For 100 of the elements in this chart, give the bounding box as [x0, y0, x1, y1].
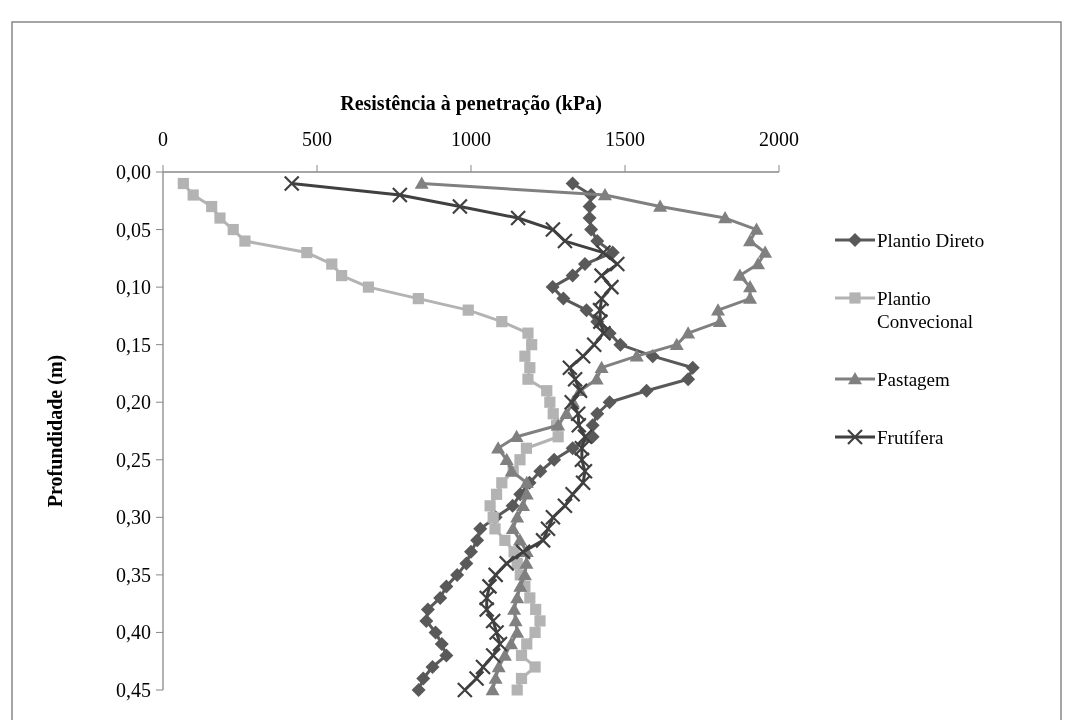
point — [510, 590, 525, 604]
x-tick-label: 1000 — [451, 128, 491, 150]
point — [391, 186, 408, 204]
point — [591, 302, 609, 319]
point — [519, 350, 531, 362]
y-tick-label: 0,15 — [116, 333, 151, 356]
point — [490, 488, 503, 500]
point — [561, 359, 578, 376]
point — [522, 373, 534, 385]
point — [712, 314, 727, 327]
point — [416, 671, 431, 686]
point — [464, 544, 478, 559]
point — [485, 683, 500, 696]
point — [514, 454, 526, 466]
y-tick-label: 0,30 — [116, 506, 151, 529]
point — [613, 337, 628, 352]
point — [592, 313, 609, 330]
legend-label: Plantio Convecional — [877, 287, 974, 332]
point — [504, 636, 519, 650]
point — [565, 268, 580, 283]
point — [541, 385, 553, 397]
point — [586, 336, 603, 353]
point — [326, 258, 338, 270]
y-tick-label: 0,45 — [116, 679, 151, 701]
point — [505, 498, 520, 513]
legend-label: Frutífera — [877, 426, 945, 448]
point — [584, 222, 599, 237]
point — [484, 500, 496, 512]
point — [547, 408, 559, 420]
point — [451, 198, 469, 215]
point — [573, 440, 590, 457]
y-tick-label: 0,20 — [116, 391, 151, 414]
point — [711, 303, 726, 316]
point — [478, 601, 495, 618]
point — [459, 556, 474, 571]
x-tick-label: 2000 — [759, 128, 799, 150]
point — [512, 533, 527, 546]
point — [589, 372, 604, 385]
point — [521, 638, 533, 650]
y-tick-label: 0,25 — [116, 448, 151, 471]
point — [595, 244, 612, 261]
point — [758, 245, 773, 258]
point — [515, 672, 528, 685]
point — [425, 659, 440, 674]
point — [488, 624, 505, 641]
point — [433, 590, 448, 605]
point — [206, 200, 218, 213]
point — [462, 304, 474, 316]
point — [576, 463, 594, 480]
point — [564, 486, 581, 503]
point — [545, 280, 560, 295]
point — [524, 592, 536, 604]
point — [227, 223, 239, 236]
point — [544, 221, 562, 238]
point — [605, 245, 620, 260]
point — [593, 267, 610, 284]
point — [526, 339, 538, 351]
point — [524, 362, 536, 374]
point — [681, 326, 696, 339]
y-tick-label: 0,40 — [116, 621, 151, 644]
point — [508, 613, 523, 627]
point — [509, 429, 524, 443]
point — [565, 176, 580, 191]
point — [411, 683, 426, 697]
x-tick-label: 1500 — [605, 128, 645, 150]
point — [473, 521, 488, 536]
point — [496, 316, 508, 328]
point — [595, 325, 612, 342]
point — [565, 441, 580, 456]
point — [577, 257, 592, 272]
point — [511, 684, 523, 696]
point — [470, 533, 485, 548]
point — [597, 188, 612, 201]
point — [481, 578, 498, 595]
point — [517, 567, 532, 581]
point — [187, 189, 199, 201]
point — [497, 648, 512, 661]
legend-label: Plantio Direto — [877, 229, 985, 251]
point — [487, 566, 504, 583]
point — [556, 232, 574, 250]
point — [582, 199, 597, 214]
point — [547, 452, 562, 467]
legend-label: Pastagem — [877, 368, 951, 390]
point — [590, 234, 605, 249]
point — [498, 555, 515, 572]
point — [582, 211, 597, 226]
point — [718, 211, 733, 224]
point — [552, 431, 564, 443]
point — [489, 523, 501, 535]
point — [576, 428, 594, 445]
point — [639, 383, 654, 398]
point — [743, 234, 758, 247]
x-axis-title: Resistência à penetração (kPa) — [340, 92, 602, 115]
point — [534, 615, 546, 627]
point — [575, 348, 592, 365]
point — [513, 579, 528, 592]
point — [575, 474, 592, 491]
y-tick-label: 0,05 — [116, 218, 151, 241]
point — [487, 511, 499, 523]
point — [585, 418, 600, 433]
